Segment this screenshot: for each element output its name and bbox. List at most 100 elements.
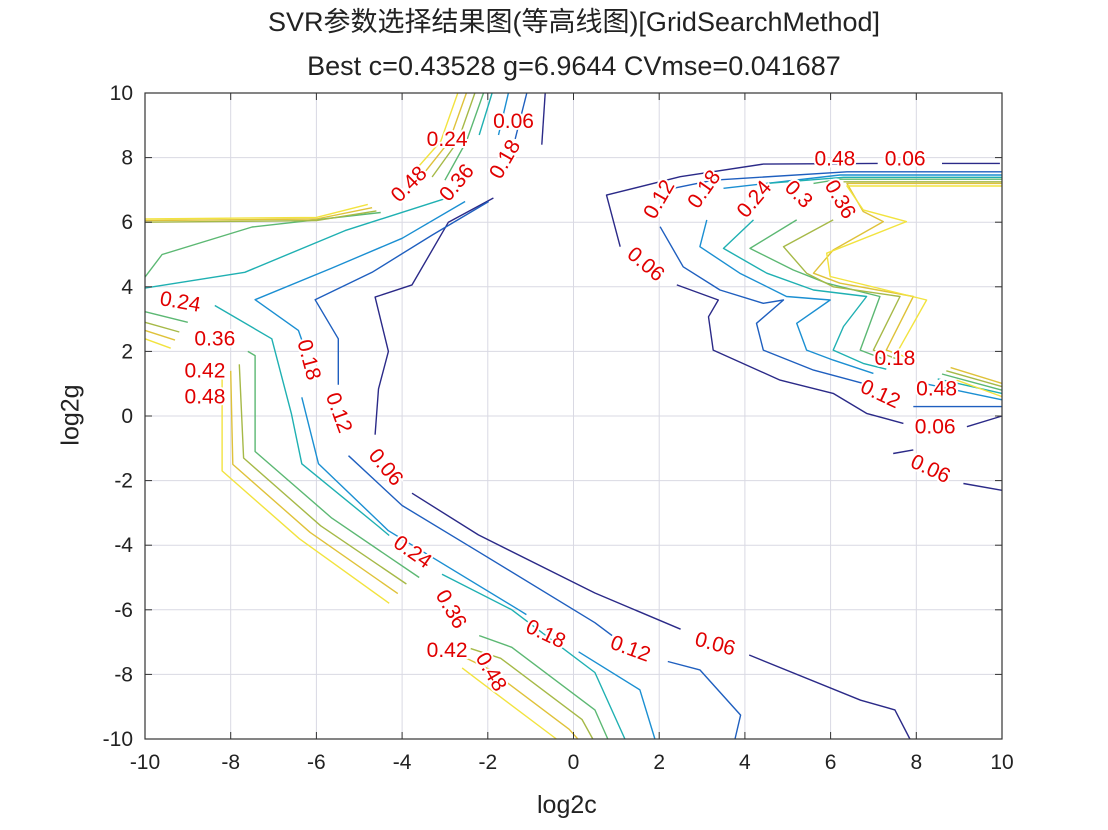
contour-label: 0.18: [874, 347, 915, 370]
contour-label: 0.06: [493, 110, 534, 133]
contour-line-0_3: [144, 211, 381, 278]
contour-label: 0.12: [321, 390, 357, 436]
y-tick-label: 4: [121, 276, 133, 299]
contour-line-0_06: [966, 415, 1003, 428]
x-tick-label: 8: [910, 751, 922, 774]
contour-line-0_18: [578, 651, 656, 740]
contour-line-0_3: [478, 634, 609, 740]
x-tick-label: -2: [478, 751, 497, 774]
contour-label: 0.24: [158, 287, 203, 317]
contour-line-0_48: [144, 338, 171, 349]
contour-line-0_36: [782, 219, 901, 361]
contour-line-0_42: [422, 92, 468, 175]
y-tick-label: -4: [114, 534, 133, 557]
contour-line-0_24: [478, 92, 493, 136]
contour-label: 0.12: [857, 375, 904, 413]
contour-line-0_36: [431, 92, 476, 178]
contour-label: 0.36: [194, 328, 235, 351]
chart-subtitle: Best c=0.43528 g=6.9644 CVmse=0.041687: [307, 51, 841, 81]
contour-label: 0.06: [364, 444, 408, 490]
contour-label: 0.18: [292, 337, 325, 382]
contour-line-0_18: [497, 92, 510, 136]
contour-labels: 0.060.12 0.18 0.24 0.3 0.360.480.060.120.180…: [156, 108, 959, 697]
y-tick-label: -2: [114, 470, 133, 493]
contour-label: 0.06: [885, 147, 926, 170]
contour-label: 0.42: [427, 639, 468, 662]
contour-line-0_18: [723, 174, 1002, 189]
contour-line-0_36: [238, 364, 407, 585]
y-tick-label: 6: [121, 211, 133, 234]
contour-label: 0.18: [485, 136, 525, 183]
contour-line-0_12: [667, 660, 742, 740]
x-axis-label: log2c: [537, 791, 597, 819]
contour-label: 0.36: [435, 160, 479, 206]
y-axis-label: log2g: [56, 384, 85, 446]
contour-line-0_06: [676, 284, 904, 425]
contour-line-0_42: [230, 370, 399, 595]
y-tick-label: -10: [103, 728, 133, 751]
y-tick-label: -6: [114, 599, 133, 622]
contour-line-0_12: [348, 455, 613, 637]
contour-label: 0.48: [916, 378, 957, 401]
contour-label: 0.12: [607, 631, 653, 667]
contour-line-0_48: [414, 92, 459, 171]
x-tick-label: 0: [568, 751, 580, 774]
contour-line-0_12: [659, 226, 864, 385]
y-tick-label: 8: [121, 147, 133, 170]
y-tick-label: 2: [121, 340, 133, 363]
contour-label: 0.24: [389, 531, 436, 573]
contour-label: 0.48: [185, 385, 226, 408]
contour-label: 0.42: [185, 360, 226, 383]
contour-line-0_06: [893, 449, 914, 455]
contour-line-0_06: [411, 492, 681, 630]
contour-line-0_24: [937, 378, 1003, 395]
contour-line-0_48: [826, 185, 1002, 359]
contour-line-0_06: [541, 92, 546, 145]
contour-line-0_3: [144, 311, 188, 323]
x-tick-label: -6: [307, 751, 326, 774]
x-tick-label: 6: [825, 751, 837, 774]
contour-line-0_24: [144, 196, 450, 289]
contour-line-0_18: [924, 383, 1003, 401]
contour-line-0_48: [144, 203, 368, 220]
contour-line-0_12: [514, 92, 528, 140]
contour-line-0_12: [314, 200, 490, 385]
contour-line-0_18: [254, 200, 466, 346]
y-tick-label: 10: [110, 82, 133, 105]
contour-label: 0.18: [683, 166, 725, 213]
contour-line-0_24: [722, 219, 887, 370]
x-tick-label: -10: [130, 751, 160, 774]
contour-label: 0.06: [692, 628, 737, 661]
grid: [144, 92, 1003, 740]
x-tick-label: 2: [653, 751, 665, 774]
contour-line-0_06: [748, 654, 911, 740]
contour-label: 0.48: [387, 162, 432, 207]
x-tick-label: -8: [221, 751, 240, 774]
contour-line-0_12: [673, 171, 1002, 189]
contour-line-0_24: [441, 573, 626, 740]
contour-line-0_3: [444, 92, 485, 181]
contour-label: 0.06: [907, 450, 954, 488]
y-tick-label: -8: [114, 663, 133, 686]
contour-line-0_18: [699, 219, 874, 375]
contour-line-0_06: [374, 197, 494, 435]
contour-line-0_3: [247, 350, 420, 579]
contour-line-0_42: [950, 366, 1003, 385]
contour-label: 0.48: [471, 648, 511, 695]
axis-ticks: -10 -8 -6 -4 -2 0 2 4 6 8 10 -10 -8 -6 -4 -2 0 2 4 6 8 10: [103, 82, 1014, 774]
contour-label: 0.06: [915, 415, 956, 438]
contour-label: 0.48: [814, 147, 855, 170]
contour-label: 0.06: [623, 242, 669, 286]
contour-lines: [144, 92, 1003, 740]
contour-label: 0.12: [639, 176, 679, 223]
contour-line-0_3: [941, 373, 1003, 391]
contour-line-0_36: [144, 210, 377, 223]
contour-line-0_24: [766, 176, 1002, 185]
x-tick-label: 10: [990, 751, 1013, 774]
contour-line-0_42: [144, 329, 176, 341]
x-tick-label: -4: [393, 751, 412, 774]
contour-line-0_06: [963, 482, 1003, 491]
contour-line-0_18: [301, 397, 527, 616]
contour-label: 0.24: [427, 128, 468, 151]
